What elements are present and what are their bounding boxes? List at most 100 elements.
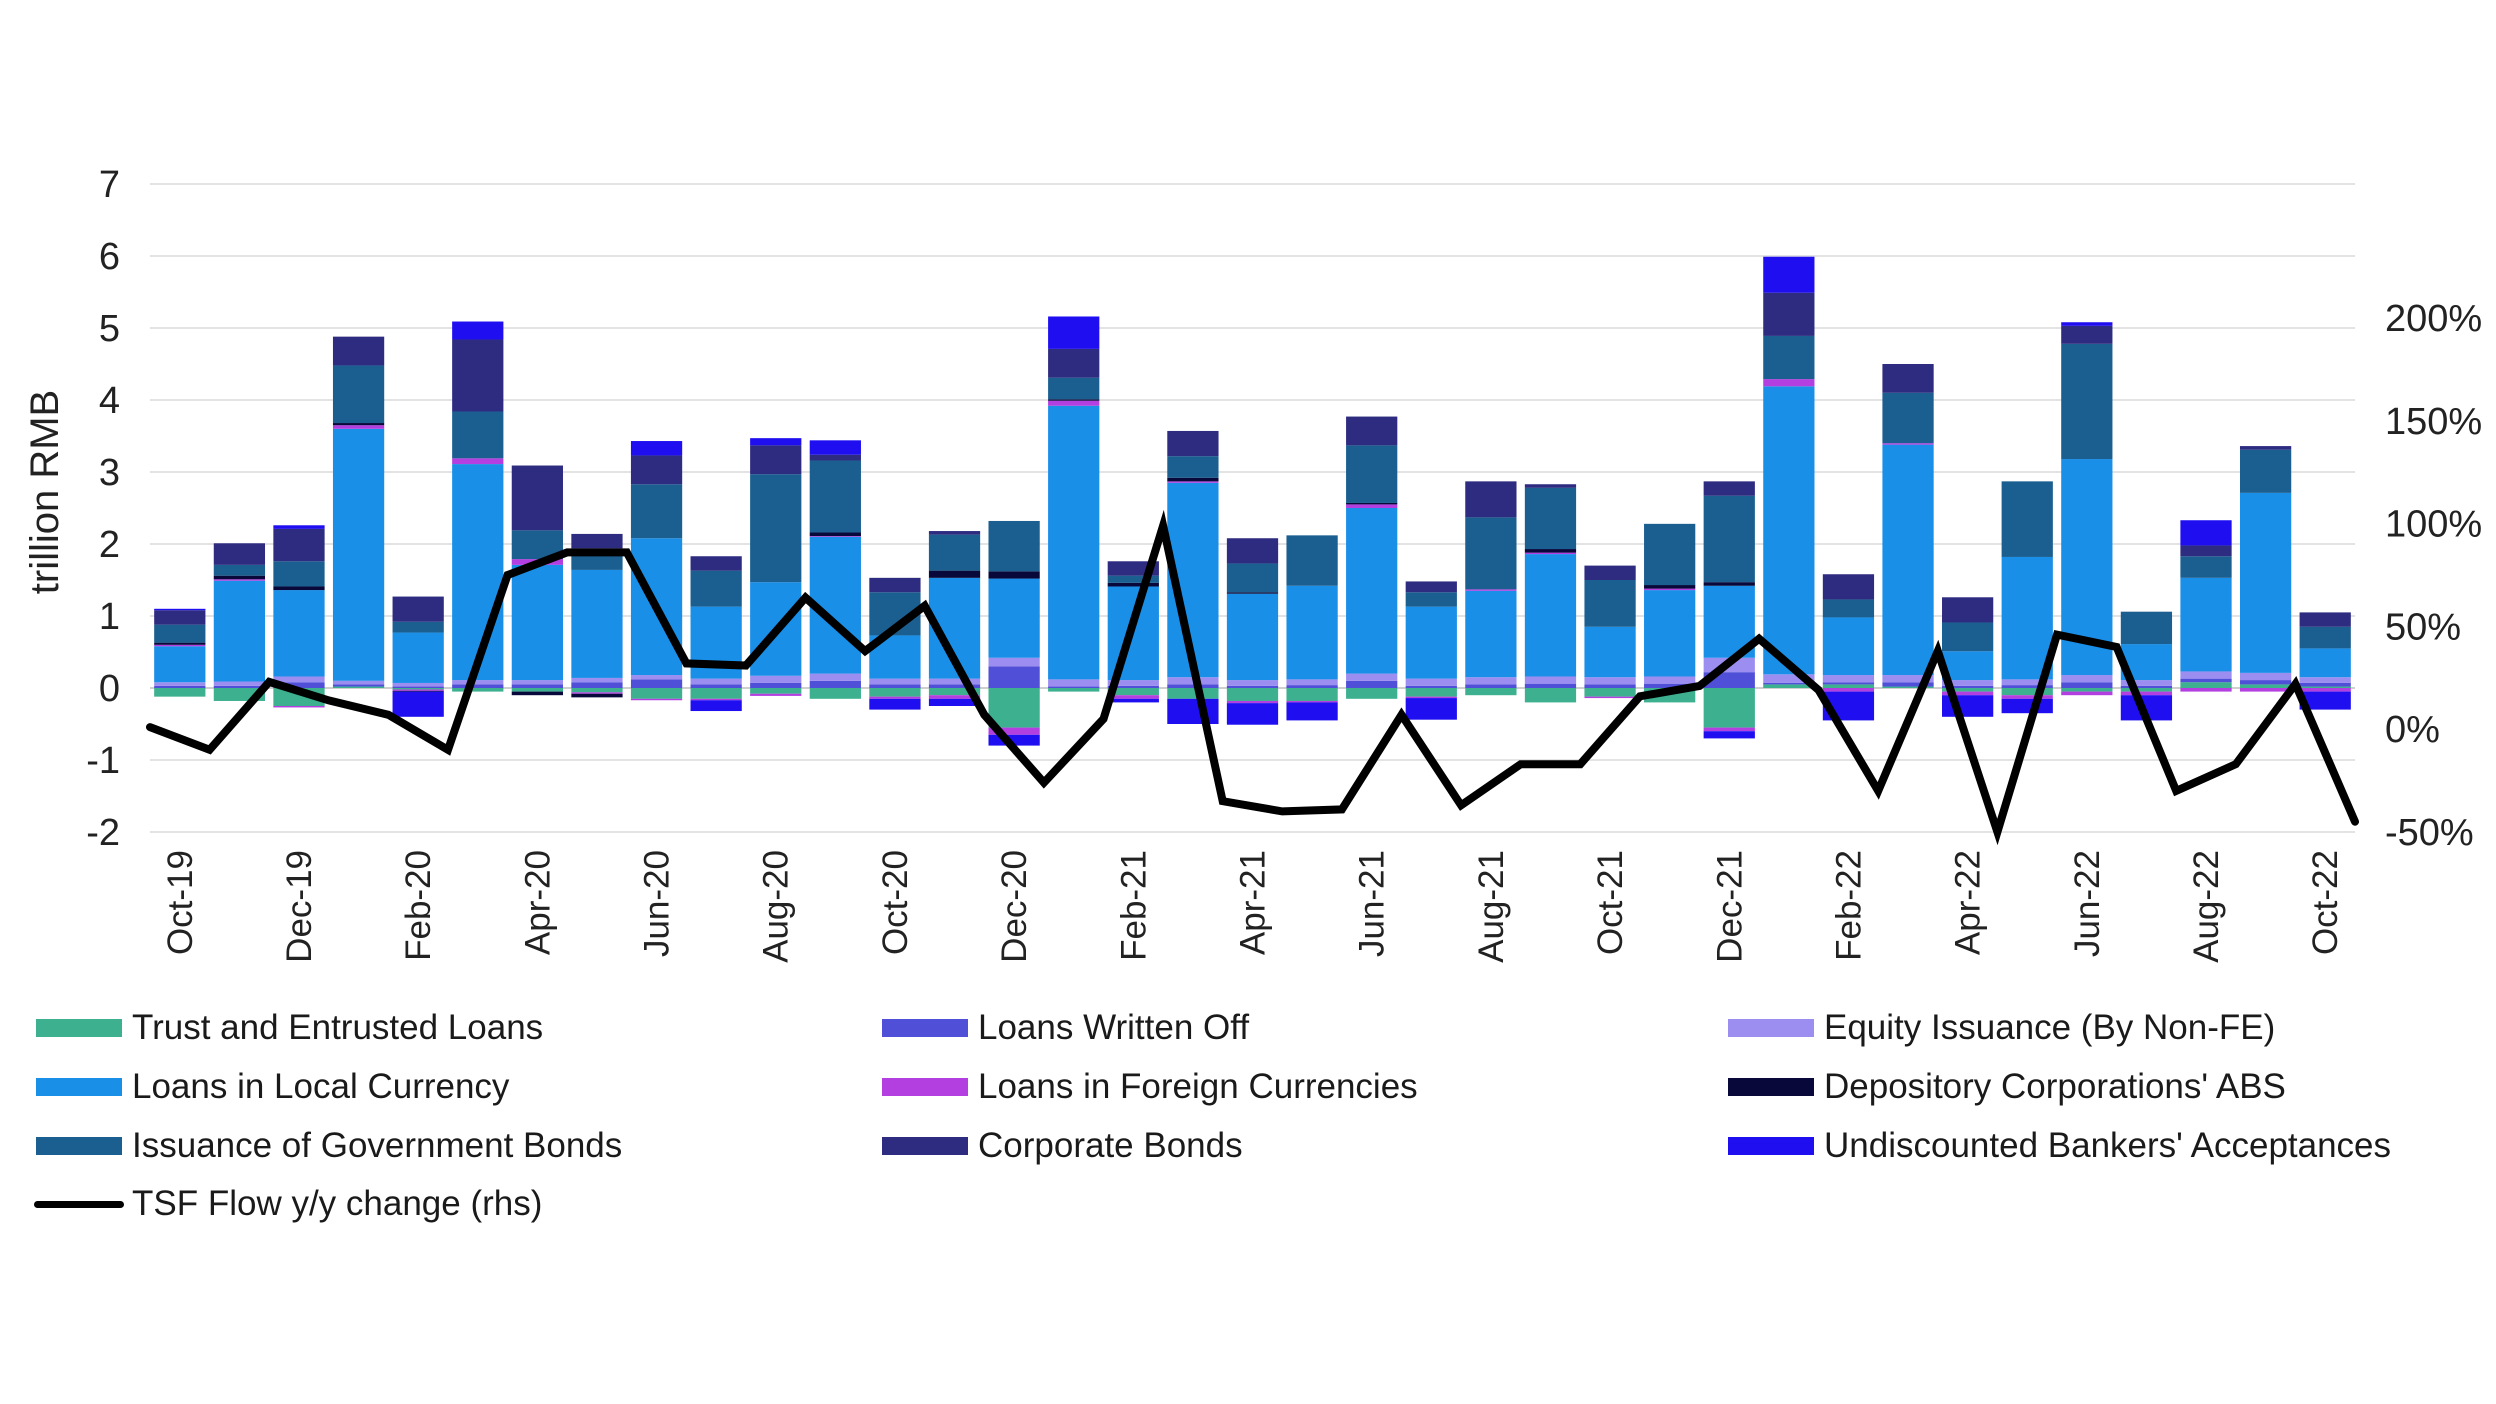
bar-segment-loans-in-foreign-currencies — [1644, 588, 1696, 591]
bar-segment-trust-and-entrusted-loans — [928, 688, 981, 696]
bar-segment-issuance-of-government-bonds — [1644, 523, 1696, 586]
bar-segment-issuance-of-government-bonds — [690, 570, 742, 607]
bar-segment-corporate-bonds — [2239, 446, 2292, 450]
bar-segment-loans-in-local-currency — [452, 464, 504, 681]
bar-segment-issuance-of-government-bonds — [928, 534, 981, 571]
right-tick-label: 50% — [2385, 606, 2461, 648]
x-tick-label: Dec-20 — [995, 850, 1034, 963]
x-tick-label: Oct-21 — [1591, 850, 1630, 955]
bar-segment-loans-written-off — [1167, 684, 1219, 688]
bar-segment-undiscounted-bankers-acceptances — [2061, 322, 2113, 326]
bar-segment-loans-in-foreign-currencies — [750, 693, 802, 696]
bar-segment-loans-written-off — [1882, 682, 1934, 687]
bar-segment-trust-and-entrusted-loans — [1226, 688, 1279, 701]
bar-segment-loans-in-foreign-currencies — [154, 644, 206, 647]
bar-segment-corporate-bonds — [1524, 484, 1577, 488]
bar-segment-equity-issuance-by-non-fe — [1584, 677, 1636, 685]
right-axis-ticks: 200% 150% 100% 50% 0% -50% — [2385, 298, 2482, 854]
bar-segment-undiscounted-bankers-acceptances — [2299, 691, 2351, 710]
bar-segment-loans-in-local-currency — [154, 646, 206, 683]
bar-segment-trust-and-entrusted-loans — [1882, 686, 1934, 688]
bar-segment-corporate-bonds — [1882, 364, 1934, 393]
bar-segment-loans-written-off — [1763, 682, 1815, 685]
bar-segment-loans-written-off — [213, 685, 266, 688]
bar-segment-loans-written-off — [273, 682, 325, 688]
bar-segment-corporate-bonds — [630, 455, 683, 485]
bar-segment-corporate-bonds — [154, 610, 206, 625]
bar-segment-loans-in-foreign-currencies — [1703, 727, 1755, 732]
bar-segment-issuance-of-government-bonds — [392, 621, 444, 633]
bar-segment-issuance-of-government-bonds — [1584, 580, 1636, 627]
bar-segment-loans-in-local-currency — [332, 428, 385, 681]
bar-segment-loans-written-off — [392, 686, 444, 688]
bar-segment-loans-in-foreign-currencies — [1048, 400, 1100, 406]
bar-segment-equity-issuance-by-non-fe — [1048, 679, 1100, 687]
left-tick-label: 7 — [99, 164, 120, 206]
bar-segment-loans-in-foreign-currencies — [1226, 700, 1279, 704]
x-tick-label: Feb-21 — [1114, 850, 1153, 961]
left-tick-label: 6 — [99, 236, 120, 278]
bar-segment-equity-issuance-by-non-fe — [154, 682, 206, 686]
bar-segment-equity-issuance-by-non-fe — [690, 678, 742, 685]
bar-segment-trust-and-entrusted-loans — [332, 686, 385, 688]
x-tick-label: Apr-20 — [518, 850, 557, 955]
bar-segment-corporate-bonds — [1226, 538, 1279, 564]
bar-segment-depository-corporations-abs — [1644, 585, 1696, 589]
bar-segment-trust-and-entrusted-loans — [1822, 684, 1875, 688]
bar-segment-trust-and-entrusted-loans — [2180, 682, 2232, 688]
bar-segment-undiscounted-bankers-acceptances — [988, 734, 1040, 746]
right-tick-label: 200% — [2385, 298, 2482, 340]
bar-segment-undiscounted-bankers-acceptances — [1405, 698, 1457, 720]
bar-segment-corporate-bonds — [213, 543, 266, 565]
bar-segment-loans-written-off — [452, 684, 504, 688]
bar-segment-corporate-bonds — [1942, 597, 1994, 623]
x-tick-label: Oct-20 — [876, 850, 915, 955]
x-tick-label: Oct-19 — [161, 850, 200, 955]
bar-segment-undiscounted-bankers-acceptances — [392, 691, 444, 717]
bar-segment-depository-corporations-abs — [1703, 582, 1755, 586]
bar-segment-loans-in-local-currency — [1942, 651, 1994, 681]
bar-segment-issuance-of-government-bonds — [1465, 517, 1517, 590]
bar-segment-loans-in-foreign-currencies — [332, 425, 385, 429]
bar-segment-depository-corporations-abs — [332, 423, 385, 426]
bar-segment-loans-in-foreign-currencies — [2239, 688, 2292, 692]
bar-segment-loans-written-off — [2239, 680, 2292, 685]
bar-segment-loans-in-foreign-currencies — [630, 698, 683, 701]
bar-segment-loans-written-off — [928, 684, 981, 688]
bar-segment-trust-and-entrusted-loans — [1048, 688, 1100, 692]
bar-segment-corporate-bonds — [273, 528, 325, 562]
bar-segment-undiscounted-bankers-acceptances — [630, 441, 683, 456]
bar-segment-corporate-bonds — [511, 465, 563, 531]
bar-segment-loans-in-foreign-currencies — [273, 706, 325, 708]
bar-segment-trust-and-entrusted-loans — [1584, 688, 1636, 697]
x-tick-label: Dec-21 — [1710, 850, 1749, 963]
bar-segment-undiscounted-bankers-acceptances — [1226, 703, 1279, 725]
bar-segment-corporate-bonds — [690, 556, 742, 571]
bar-segment-equity-issuance-by-non-fe — [630, 675, 683, 680]
x-tick-label: Aug-20 — [757, 850, 796, 963]
bar-segment-loans-in-foreign-currencies — [213, 579, 266, 581]
bar-segment-trust-and-entrusted-loans — [2120, 688, 2173, 692]
bar-segment-equity-issuance-by-non-fe — [1346, 673, 1398, 681]
bar-segment-equity-issuance-by-non-fe — [1644, 676, 1696, 684]
bar-segment-loans-in-foreign-currencies — [690, 698, 742, 701]
left-axis-ticks: 7 6 5 4 3 2 1 0 -1 -2 — [86, 164, 120, 854]
bar-segment-depository-corporations-abs — [1226, 592, 1279, 594]
bar-segment-loans-in-local-currency — [1405, 606, 1457, 679]
bar-segment-trust-and-entrusted-loans — [1465, 688, 1517, 696]
x-tick-label: Feb-22 — [1829, 850, 1868, 961]
bar-segment-loans-written-off — [1822, 682, 1875, 685]
bar-segment-equity-issuance-by-non-fe — [452, 680, 504, 685]
bar-segment-loans-written-off — [1107, 685, 1159, 688]
bar-segment-corporate-bonds — [2299, 612, 2351, 627]
bar-segment-loans-written-off — [511, 684, 563, 688]
left-tick-label: 5 — [99, 308, 120, 350]
bar-segment-trust-and-entrusted-loans — [690, 688, 742, 699]
bar-segment-undiscounted-bankers-acceptances — [2180, 520, 2232, 546]
bar-segment-depository-corporations-abs — [273, 586, 325, 591]
bar-segment-loans-written-off — [630, 679, 683, 688]
bar-segment-equity-issuance-by-non-fe — [2120, 680, 2173, 686]
right-tick-label: -50% — [2385, 812, 2474, 854]
bar-segment-corporate-bonds — [750, 445, 802, 475]
